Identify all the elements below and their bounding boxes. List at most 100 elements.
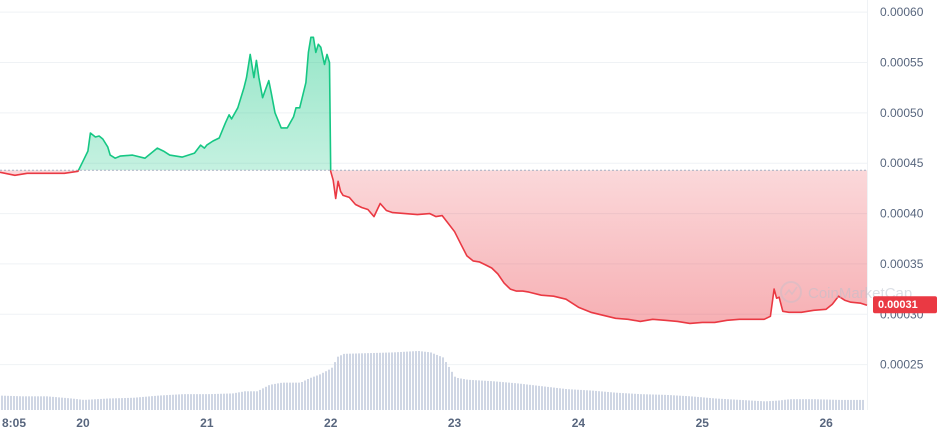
volume-bar	[577, 389, 579, 410]
volume-bar	[640, 394, 642, 410]
volume-bar	[196, 394, 198, 410]
volume-bar	[676, 395, 678, 410]
volume-bar	[691, 396, 693, 410]
volume-bar	[334, 362, 336, 410]
volume-bar	[148, 396, 150, 410]
volume-bar	[343, 353, 345, 410]
volume-bar	[43, 396, 45, 410]
y-axis-labels: 0.00060 0.00055 0.00050 0.00045 0.00040 0.000…	[880, 5, 924, 372]
volume-bar	[535, 385, 537, 410]
volume-bar	[31, 396, 33, 410]
volume-bar	[610, 392, 612, 410]
volume-bar	[349, 353, 351, 410]
volume-bar	[463, 379, 465, 410]
volume-bar	[271, 384, 273, 410]
volume-bar	[835, 399, 837, 410]
volume-bar	[544, 386, 546, 410]
volume-bar	[757, 400, 759, 410]
volume-bar	[469, 379, 471, 410]
volume-bar	[427, 352, 429, 410]
price-line-down	[0, 170, 868, 325]
volume-bar	[574, 389, 576, 410]
volume-bar	[805, 399, 807, 410]
volume-bar	[193, 394, 195, 410]
volume-bar	[592, 390, 594, 410]
volume-bar	[214, 393, 216, 410]
volume-bar	[25, 396, 27, 410]
volume-bar	[823, 399, 825, 410]
volume-bar	[637, 393, 639, 410]
volume-bar	[1, 395, 3, 410]
volume-bar	[586, 390, 588, 410]
volume-bar	[253, 391, 255, 410]
volume-bar	[49, 396, 51, 410]
volume-bar	[79, 399, 81, 410]
volume-bar	[244, 391, 246, 410]
volume-bar	[232, 393, 234, 410]
volume-bar	[10, 395, 12, 410]
volume-bar	[607, 391, 609, 410]
volume-bar	[115, 398, 117, 410]
volume-bar	[367, 353, 369, 410]
coinmarketcap-logo-icon	[780, 281, 802, 303]
volume-bar	[601, 391, 603, 410]
volume-bar	[82, 399, 84, 410]
volume-bar	[373, 352, 375, 410]
volume-bar	[337, 356, 339, 410]
volume-bar	[784, 399, 786, 410]
volume-bar	[448, 366, 450, 410]
volume-bar	[184, 394, 186, 410]
volume-bar	[250, 391, 252, 410]
volume-bar	[127, 397, 129, 410]
volume-bar	[649, 394, 651, 410]
volume-bar	[169, 394, 171, 410]
volume-bar	[415, 351, 417, 410]
volume-bar	[799, 399, 801, 410]
volume-bar	[181, 394, 183, 410]
volume-bar	[73, 398, 75, 410]
volume-bar	[712, 398, 714, 410]
volume-bar	[556, 387, 558, 410]
volume-bar	[307, 379, 309, 410]
volume-bar	[40, 396, 42, 410]
volume-bar	[541, 386, 543, 410]
volume-bar	[94, 399, 96, 410]
volume-bar	[742, 400, 744, 410]
volume-bar	[622, 393, 624, 410]
volume-bar	[331, 367, 333, 410]
volume-bar	[220, 393, 222, 410]
volume-bar	[208, 394, 210, 410]
volume-bar	[838, 399, 840, 410]
volume-bar	[46, 396, 48, 410]
volume-bar	[412, 351, 414, 410]
volume-bar	[442, 357, 444, 410]
volume-bar	[580, 389, 582, 410]
volume-bar	[97, 399, 99, 410]
volume-bar	[472, 380, 474, 410]
volume-bar	[277, 383, 279, 410]
x-tick-label: 22	[324, 416, 338, 430]
volume-bar	[13, 396, 15, 410]
price-line-up	[77, 36, 332, 171]
volume-bar	[256, 391, 258, 410]
volume-bar	[4, 395, 6, 410]
volume-bar	[790, 399, 792, 410]
volume-bar	[643, 394, 645, 410]
volume-bar	[682, 395, 684, 410]
volume-bar	[859, 399, 861, 410]
y-tick-label: 0.00040	[880, 207, 924, 221]
volume-bar	[319, 374, 321, 410]
volume-bar	[172, 394, 174, 410]
volume-bar	[265, 386, 267, 410]
volume-bar	[478, 380, 480, 410]
volume-bar	[502, 382, 504, 410]
volume-bar	[748, 400, 750, 410]
volume-bar	[262, 388, 264, 410]
volume-bar	[688, 396, 690, 410]
volume-bar	[685, 396, 687, 410]
volume-bar	[520, 383, 522, 410]
volume-bar	[706, 397, 708, 410]
volume-bar	[670, 395, 672, 410]
volume-bar	[475, 380, 477, 410]
